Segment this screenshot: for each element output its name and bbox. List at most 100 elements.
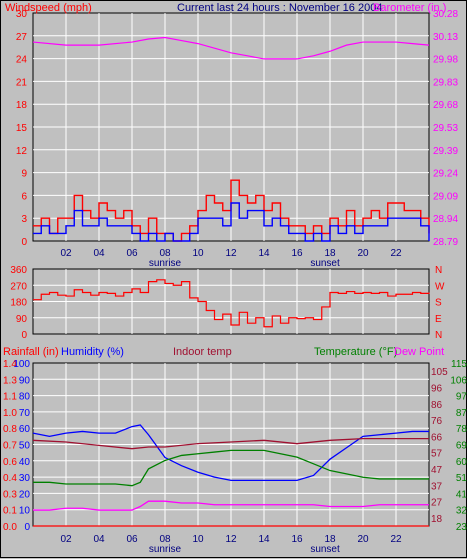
dewpoint-tick-60: 60 <box>456 457 467 468</box>
wind-hour-tick-12: 12 <box>225 248 237 259</box>
barometer-tick-28.79: 28.79 <box>433 237 458 248</box>
humidity-series <box>32 424 429 482</box>
humidity-tick-80: 80 <box>19 392 31 403</box>
sunset-marker-bottom: sunset <box>310 544 340 555</box>
temp-hour-tick-20: 20 <box>357 534 369 545</box>
humidity-axis-title: Humidity (%) <box>61 346 124 358</box>
barometer-tick-29.53: 29.53 <box>433 123 458 134</box>
barometer-series <box>32 36 430 60</box>
humidity-tick-70: 70 <box>19 408 31 419</box>
humidity-tick-10: 10 <box>19 506 31 517</box>
temp-hour-tick-16: 16 <box>291 534 303 545</box>
temperature-tick-96: 96 <box>431 383 443 394</box>
indoor-temp-series <box>32 437 429 450</box>
barometer-tick-30.13: 30.13 <box>433 32 458 43</box>
windspeed-tick-6: 6 <box>21 191 27 202</box>
rainfall-tick-0.4: 0.4 <box>3 473 17 484</box>
temp-hour-tick-22: 22 <box>390 534 402 545</box>
dewpoint-series <box>33 500 429 511</box>
humidity-tick-30: 30 <box>19 473 31 484</box>
wind-hour-tick-16: 16 <box>291 248 303 259</box>
sunrise-marker-bottom: sunrise <box>149 544 182 555</box>
humidity-tick-100: 100 <box>13 359 30 370</box>
temperature-tick-47: 47 <box>431 465 443 476</box>
barometer-tick-29.09: 29.09 <box>433 191 458 202</box>
barometer-tick-29.83: 29.83 <box>433 77 458 88</box>
compass-tick-N: N <box>435 330 442 341</box>
windspeed-tick-30: 30 <box>16 9 28 20</box>
compass-tick-E: E <box>435 314 442 325</box>
rainfall-tick-0.3: 0.3 <box>3 489 17 500</box>
windspeed-tick-9: 9 <box>21 169 27 180</box>
wind-hour-tick-22: 22 <box>390 248 402 259</box>
sunset-marker-top: sunset <box>310 258 340 269</box>
wind-hour-tick-10: 10 <box>192 248 204 259</box>
temp-hour-tick-14: 14 <box>258 534 270 545</box>
direction-tick-180: 180 <box>10 298 27 309</box>
wind-avg-series <box>33 202 430 242</box>
temp-hour-tick-10: 10 <box>192 534 204 545</box>
windspeed-tick-3: 3 <box>21 214 27 225</box>
rainfall-tick-0.7: 0.7 <box>3 441 17 452</box>
barometer-tick-29.68: 29.68 <box>433 100 458 111</box>
barometer-axis-title: Barometer (in.) <box>373 2 447 14</box>
dewpoint-tick-115: 115 <box>451 359 467 370</box>
barometer-tick-30.28: 30.28 <box>433 9 458 20</box>
rainfall-tick-1.0: 1.0 <box>3 408 17 419</box>
dewpoint-tick-106: 106 <box>450 375 467 386</box>
wind-direction-series <box>33 279 430 328</box>
compass-tick-S: S <box>435 298 442 309</box>
humidity-tick-90: 90 <box>19 375 31 386</box>
temperature-tick-66: 66 <box>431 432 443 443</box>
windspeed-tick-15: 15 <box>16 123 28 134</box>
rainfall-axis-title: Rainfall (in) <box>3 346 59 358</box>
temperature-tick-37: 37 <box>431 481 443 492</box>
temperature-tick-57: 57 <box>431 449 443 460</box>
temperature-tick-76: 76 <box>431 416 443 427</box>
rainfall-tick-1.1: 1.1 <box>3 392 17 403</box>
dewpoint-axis-title: Dew Point <box>394 346 445 358</box>
wind-hour-tick-18: 18 <box>324 248 336 259</box>
temp-hour-tick-12: 12 <box>225 534 237 545</box>
humidity-tick-0: 0 <box>24 522 30 533</box>
barometer-tick-28.94: 28.94 <box>433 214 458 225</box>
dewpoint-tick-87: 87 <box>456 408 467 419</box>
temperature-tick-105: 105 <box>431 367 448 378</box>
rainfall-tick-0.0: 0.0 <box>3 522 17 533</box>
temp-hour-tick-18: 18 <box>324 534 336 545</box>
wind-hour-tick-08: 08 <box>159 248 171 259</box>
humidity-tick-50: 50 <box>19 441 31 452</box>
wind-hour-tick-04: 04 <box>93 248 105 259</box>
barometer-tick-29.24: 29.24 <box>433 169 458 180</box>
barometer-tick-29.98: 29.98 <box>433 55 458 66</box>
direction-tick-0: 0 <box>21 330 27 341</box>
compass-tick-N: N <box>435 265 442 276</box>
dewpoint-tick-23: 23 <box>456 522 467 533</box>
windspeed-tick-27: 27 <box>16 32 28 43</box>
direction-tick-90: 90 <box>16 314 28 325</box>
rainfall-tick-0.6: 0.6 <box>3 457 17 468</box>
windspeed-axis-title: Windspeed (mph) <box>5 2 92 14</box>
humidity-tick-20: 20 <box>19 489 31 500</box>
temp-hour-tick-04: 04 <box>93 534 105 545</box>
windspeed-tick-21: 21 <box>16 77 28 88</box>
barometer-tick-29.39: 29.39 <box>433 146 458 157</box>
temp-hour-tick-06: 06 <box>126 534 138 545</box>
temperature-series <box>33 449 429 487</box>
rainfall-tick-0.1: 0.1 <box>3 506 17 517</box>
windspeed-tick-0: 0 <box>21 237 27 248</box>
temperature-tick-27: 27 <box>431 498 443 509</box>
rainfall-tick-0.8: 0.8 <box>3 424 17 435</box>
wind-hour-tick-14: 14 <box>258 248 270 259</box>
wind-gust-series <box>33 179 430 242</box>
dewpoint-tick-69: 69 <box>456 441 467 452</box>
humidity-tick-40: 40 <box>19 457 31 468</box>
rainfall-tick-1.3: 1.3 <box>3 375 17 386</box>
direction-tick-270: 270 <box>10 281 27 292</box>
windspeed-tick-18: 18 <box>16 100 28 111</box>
chart-title: Current last 24 hours : November 16 2004 <box>177 2 383 14</box>
temp-hour-tick-02: 02 <box>60 534 72 545</box>
indoor-temp-title: Indoor temp <box>173 346 232 358</box>
